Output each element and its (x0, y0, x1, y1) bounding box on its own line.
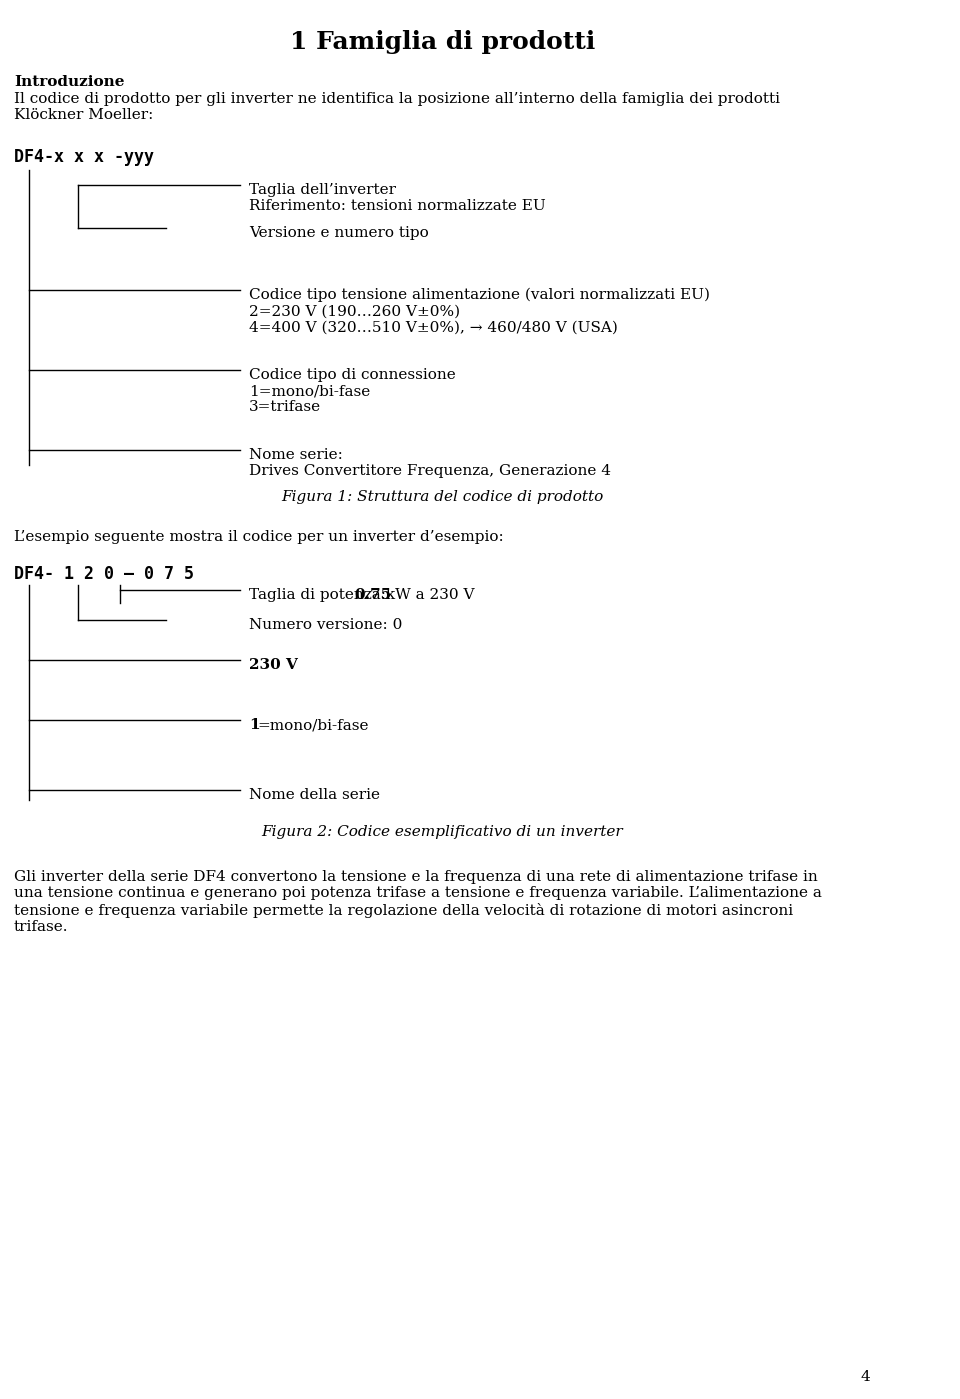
Text: kW a 230 V: kW a 230 V (380, 588, 474, 602)
Text: Numero versione: 0: Numero versione: 0 (249, 618, 402, 632)
Text: Nome serie:: Nome serie: (249, 448, 343, 462)
Text: Figura 2: Codice esemplificativo di un inverter: Figura 2: Codice esemplificativo di un i… (261, 825, 623, 839)
Text: Versione e numero tipo: Versione e numero tipo (249, 227, 428, 241)
Text: Figura 1: Struttura del codice di prodotto: Figura 1: Struttura del codice di prodot… (281, 490, 604, 504)
Text: Introduzione: Introduzione (13, 76, 125, 90)
Text: Il codice di prodotto per gli inverter ne identifica la posizione all’interno de: Il codice di prodotto per gli inverter n… (13, 92, 780, 122)
Text: DF4-x x x -yyy: DF4-x x x -yyy (13, 148, 154, 166)
Text: Drives Convertitore Frequenza, Generazione 4: Drives Convertitore Frequenza, Generazio… (249, 464, 611, 478)
Text: Taglia di potenza:: Taglia di potenza: (249, 588, 391, 602)
Text: Codice tipo di connessione
1=mono/bi-fase
3=trifase: Codice tipo di connessione 1=mono/bi-fas… (249, 368, 455, 414)
Text: 1 Famiglia di prodotti: 1 Famiglia di prodotti (290, 29, 595, 55)
Text: L’esempio seguente mostra il codice per un inverter d’esempio:: L’esempio seguente mostra il codice per … (13, 530, 504, 544)
Text: =mono/bi-fase: =mono/bi-fase (257, 718, 369, 732)
Text: Codice tipo tensione alimentazione (valori normalizzati EU)
2=230 V (190…260 V±0: Codice tipo tensione alimentazione (valo… (249, 288, 709, 334)
Text: DF4- 1 2 0 – 0 7 5: DF4- 1 2 0 – 0 7 5 (13, 565, 194, 583)
Text: 1: 1 (249, 718, 259, 732)
Text: 230 V: 230 V (249, 658, 298, 672)
Text: 4: 4 (861, 1370, 871, 1384)
Text: Taglia dell’inverter
Riferimento: tensioni normalizzate EU: Taglia dell’inverter Riferimento: tensio… (249, 183, 545, 213)
Text: 0.75: 0.75 (355, 588, 392, 602)
Text: Nome della serie: Nome della serie (249, 788, 380, 802)
Text: Gli inverter della serie DF4 convertono la tensione e la frequenza di una rete d: Gli inverter della serie DF4 convertono … (13, 870, 822, 933)
